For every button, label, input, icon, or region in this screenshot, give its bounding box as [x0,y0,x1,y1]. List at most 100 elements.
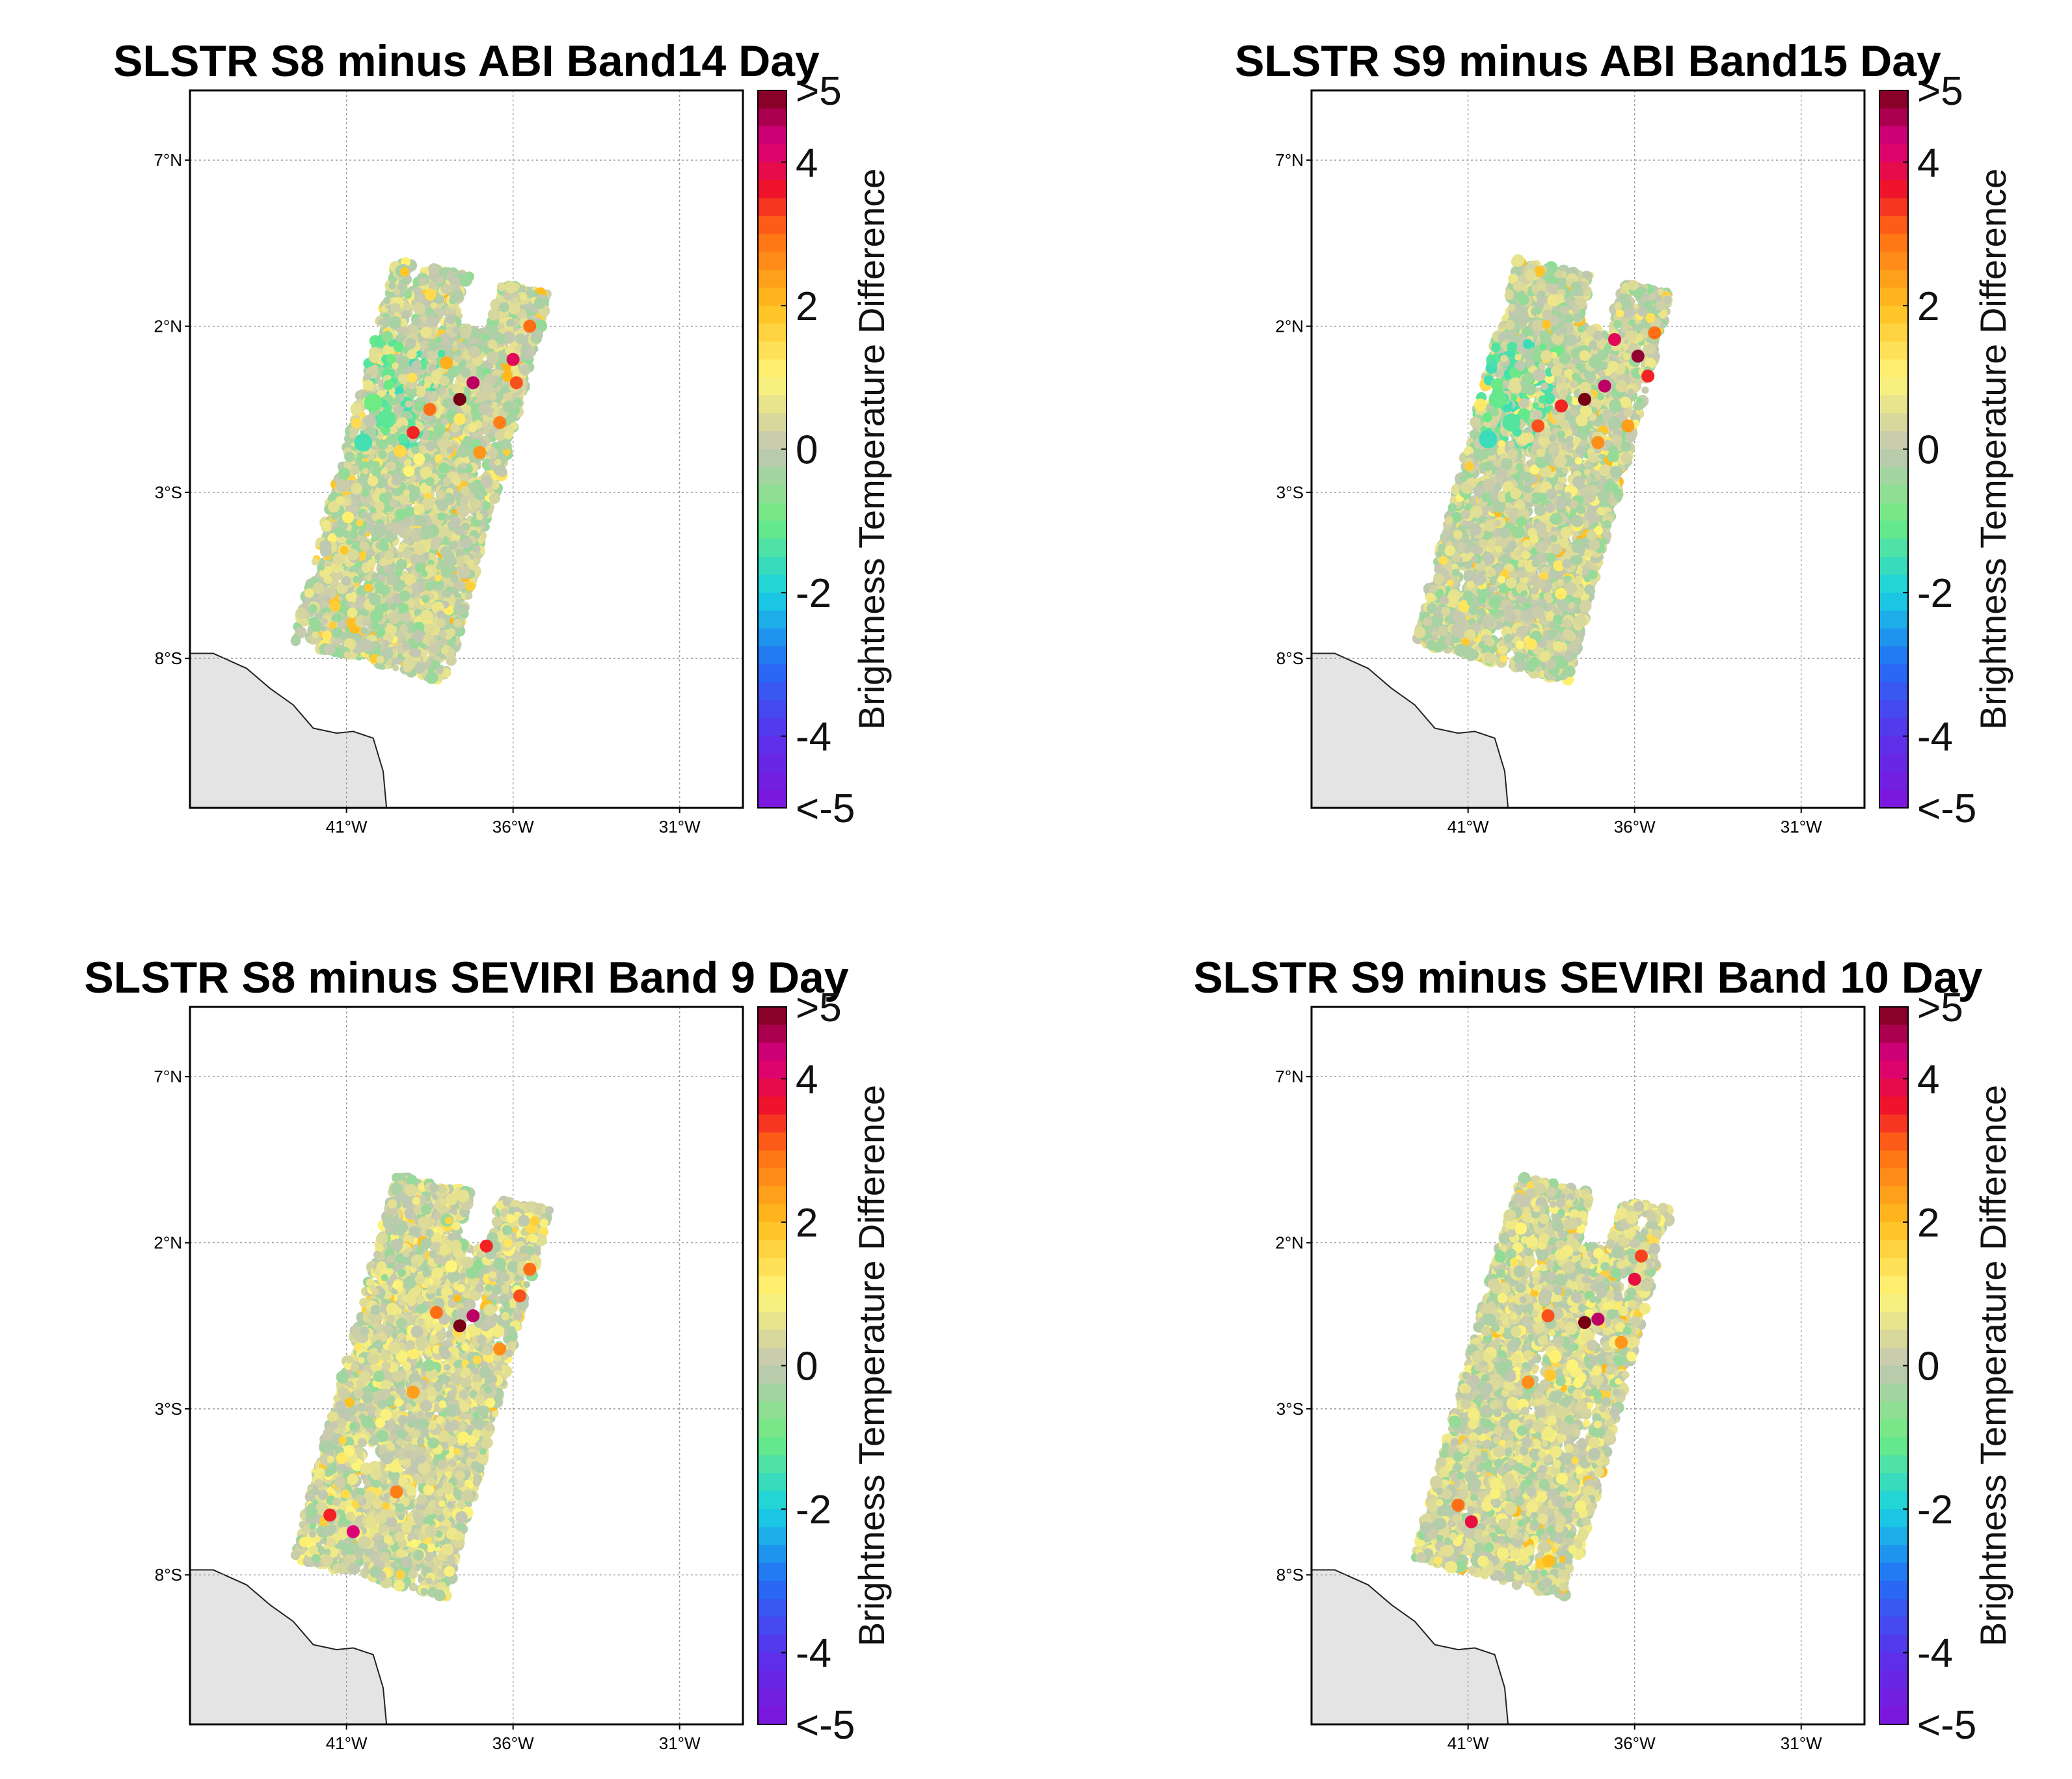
swath-point [453,602,466,616]
swath-point [319,545,332,557]
swath-point [427,315,439,328]
swath-point [361,511,369,519]
swath-point [456,504,470,518]
swath-point [453,619,463,628]
swath-point [424,288,437,301]
colorbar-segment [758,556,787,576]
swath-point [427,391,439,403]
swath-point [468,422,478,433]
swath-point [400,400,407,407]
colorbar-segment [758,700,787,719]
swath-point [452,326,460,334]
swath-point [357,453,364,460]
swath-point [388,315,401,329]
swath-point [437,276,445,284]
swath-point [443,431,450,439]
swath-point [332,552,345,566]
swath-point [533,297,546,310]
swath-point [376,502,384,510]
swath-point [390,302,401,314]
colorbar-segment [758,198,787,217]
swath-point [381,330,393,343]
swath-point [321,618,328,625]
colorbar-tick-label: 0 [796,428,818,473]
swath-point [503,391,513,401]
swath-point [376,628,386,637]
swath-point [440,647,449,655]
swath-point [459,496,469,505]
swath-point [502,401,515,414]
swath-point [383,297,391,304]
swath-point [502,370,513,382]
swath-point [435,336,442,343]
colorbar-segment [758,449,787,468]
swath-point [438,387,446,395]
swath-point [400,611,412,622]
swath-point [525,289,535,299]
swath-point [395,386,404,394]
swath-point [360,494,372,506]
swath-point [295,608,308,620]
swath-point [461,338,468,345]
swath-point [419,277,427,285]
swath-point [351,418,362,429]
colorbar-segment [758,305,787,325]
swath-point [424,623,435,634]
swath-point [376,655,384,664]
swath-point [433,423,446,436]
swath-point [413,453,425,465]
swath-point [431,369,440,379]
swath-point [330,512,338,520]
colorbar-tick-label: >5 [796,69,842,114]
swath-point [452,477,461,487]
swath-point [481,333,490,341]
swath-point [414,401,424,412]
swath-point [505,319,515,328]
colorbar-segment [758,682,787,701]
cool-spot [377,410,396,429]
swath-point [338,467,351,480]
swath-point [478,402,491,415]
swath-point [381,467,388,475]
colorbar-segment [758,431,787,450]
hotspot [493,416,507,429]
swath-point [413,302,425,315]
colorbar-segment [758,359,787,378]
swath-point [323,643,336,656]
swath-point [350,483,363,495]
swath-point [437,512,446,521]
swath-point [482,427,491,435]
swath-point [438,332,451,346]
swath-point [420,609,433,623]
swath-point [379,557,388,567]
swath-point [455,386,464,395]
swath-point [363,373,371,382]
swath-point [392,472,399,479]
swath-point [389,522,402,535]
swath-point [424,381,431,388]
colorbar-tick-label: 2 [796,284,818,329]
swath-point [352,576,360,583]
swath-point [388,611,401,624]
swath-point [378,449,387,459]
colorbar-tick-label: -2 [796,571,831,616]
hotspot [506,353,520,366]
swath-point [381,647,394,660]
swath-point [414,562,425,574]
lat-tick-label: 2°N [154,317,182,336]
swath-point [364,583,373,592]
swath-point [488,448,498,459]
swath-point [402,548,413,559]
swath-point [414,663,425,674]
lat-tick-label: 7°N [154,150,182,170]
cool-spot [354,433,373,452]
swath-point [394,656,402,665]
swath-point [330,600,341,612]
swath-point [389,499,398,507]
swath-point [371,572,379,581]
swath-point [386,436,395,445]
colorbar-segment [758,718,787,737]
swath-point [308,604,318,614]
swath-point [440,566,453,578]
